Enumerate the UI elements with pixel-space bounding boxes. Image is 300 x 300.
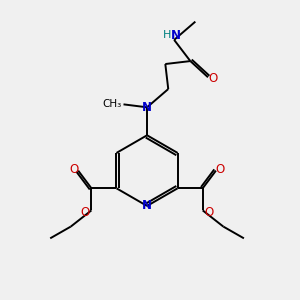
Text: O: O <box>216 163 225 176</box>
Text: H: H <box>163 31 171 40</box>
Text: CH₃: CH₃ <box>103 99 122 110</box>
Text: O: O <box>205 206 214 219</box>
Text: N: N <box>142 200 152 212</box>
Text: O: O <box>209 72 218 85</box>
Text: O: O <box>80 206 90 219</box>
Text: N: N <box>171 29 181 42</box>
Text: N: N <box>142 101 152 114</box>
Text: O: O <box>69 163 78 176</box>
